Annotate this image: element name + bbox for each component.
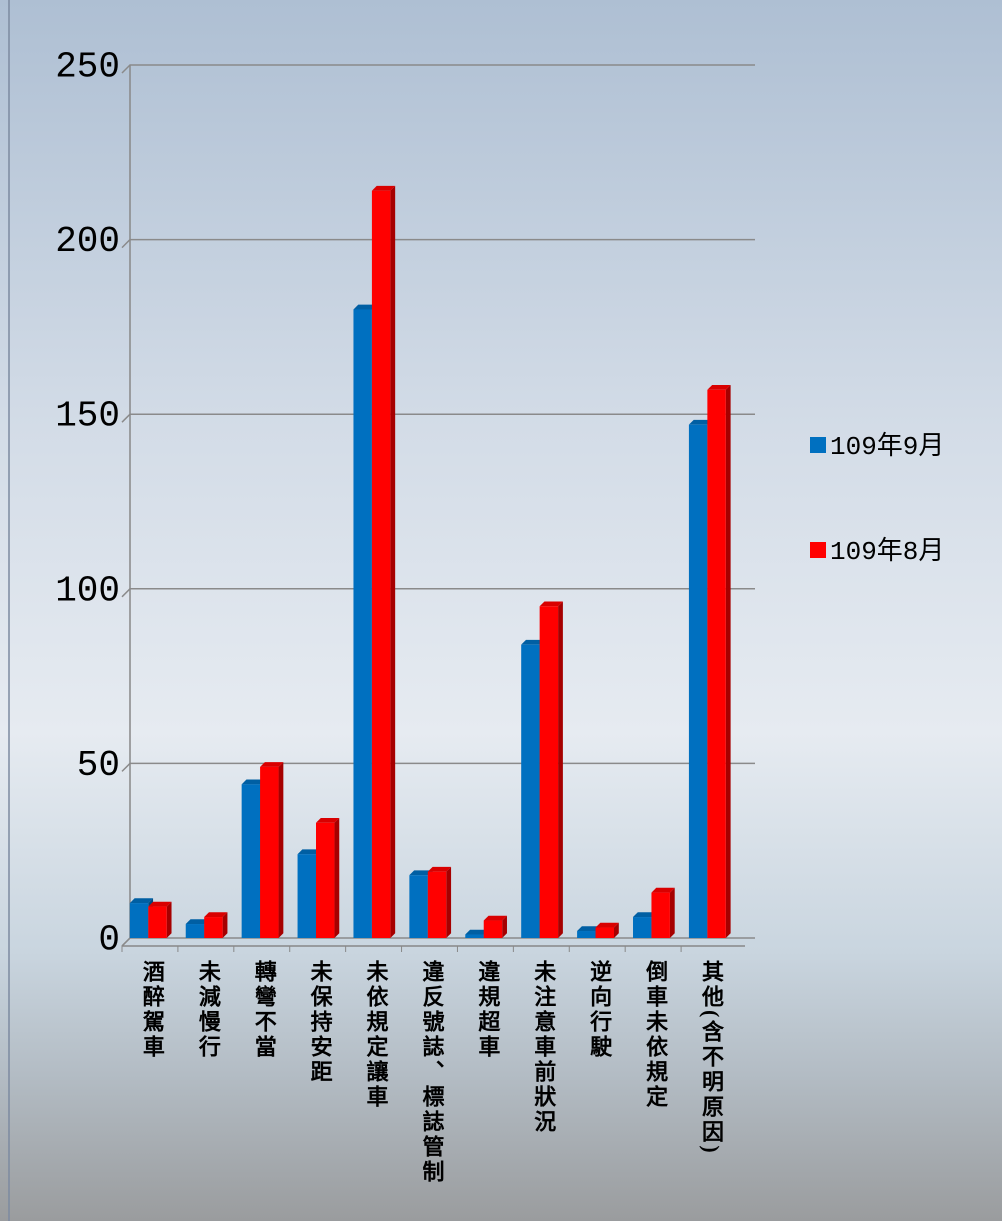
bar-side <box>446 866 452 938</box>
legend-swatch <box>810 437 826 453</box>
legend-swatch <box>810 542 826 558</box>
bar <box>483 920 503 938</box>
bar-side <box>725 384 731 938</box>
bar-top <box>185 919 209 925</box>
bar-top <box>651 887 675 893</box>
bar <box>260 766 279 938</box>
bar-top <box>521 639 545 645</box>
x-tick-label: 違反號誌、標誌管制 <box>419 959 444 1185</box>
bar <box>371 190 391 938</box>
grid-line <box>121 413 755 423</box>
x-tick-label: 酒醉駕車 <box>140 960 165 1060</box>
bar-side <box>669 887 675 938</box>
x-tick-label: 違規超車 <box>475 959 500 1060</box>
bar-top <box>633 912 657 918</box>
legend-label: 109年9月 <box>830 431 944 462</box>
bar-top <box>297 849 321 855</box>
bar-top <box>577 926 601 932</box>
y-tick-label: 0 <box>98 920 120 961</box>
bar-side <box>614 922 619 938</box>
bar <box>409 875 428 938</box>
grid-line <box>121 64 755 74</box>
bar-side <box>278 762 284 938</box>
bar-top <box>465 929 489 935</box>
bar <box>204 917 223 938</box>
x-tick-label: 未減慢行 <box>196 960 222 1060</box>
bar-side <box>558 601 563 938</box>
x-tick-label: 轉彎不當 <box>252 959 277 1060</box>
bar <box>465 934 484 938</box>
bar-top <box>316 817 340 823</box>
bar <box>688 424 708 938</box>
bar <box>521 644 540 938</box>
y-tick-label: 150 <box>55 396 120 437</box>
x-tick-label: 逆向行駛 <box>587 959 613 1060</box>
bar <box>129 903 149 938</box>
bar-top <box>688 419 713 425</box>
grid-line <box>121 588 755 598</box>
bar <box>148 906 167 938</box>
bar-top <box>371 185 396 191</box>
bar <box>353 309 372 938</box>
bar <box>595 927 614 938</box>
bar-top <box>353 304 377 310</box>
bar <box>241 784 261 938</box>
bar-top <box>241 779 265 785</box>
x-tick-label: 其他(含不明原因) <box>699 960 725 1156</box>
bar <box>707 389 726 939</box>
bar <box>539 606 559 938</box>
bar-top <box>707 384 731 390</box>
x-tick-label: 未依規定讓車 <box>364 960 389 1110</box>
y-tick-label: 50 <box>77 745 120 786</box>
bar-side <box>390 185 396 939</box>
bar <box>297 854 317 938</box>
bar-top <box>483 915 507 921</box>
bar-top <box>409 870 433 876</box>
y-tick-label: 100 <box>55 570 120 611</box>
bar <box>577 931 596 938</box>
bar-top <box>427 866 452 872</box>
bar <box>427 871 447 938</box>
y-tick-label: 250 <box>55 47 120 88</box>
bar-side <box>334 817 340 938</box>
y-tick-label: 200 <box>55 221 120 262</box>
bar-top <box>148 901 172 907</box>
bar <box>633 917 652 938</box>
bar-top <box>539 601 563 607</box>
legend-label: 109年8月 <box>830 536 944 567</box>
grid-line <box>121 238 755 249</box>
bar-side <box>222 912 228 938</box>
bar <box>316 822 335 938</box>
bar-top <box>204 912 228 918</box>
bar-top <box>129 898 154 904</box>
x-tick-label: 倒車未依規定 <box>643 960 669 1110</box>
bar-side <box>166 901 172 938</box>
bar-side <box>502 915 507 938</box>
bar <box>651 892 670 938</box>
bar-top <box>595 922 619 928</box>
x-tick-label: 未注意車前狀況 <box>531 960 556 1135</box>
bar <box>185 924 205 938</box>
x-tick-label: 未保持安距 <box>308 960 334 1085</box>
bar-top <box>260 762 284 767</box>
